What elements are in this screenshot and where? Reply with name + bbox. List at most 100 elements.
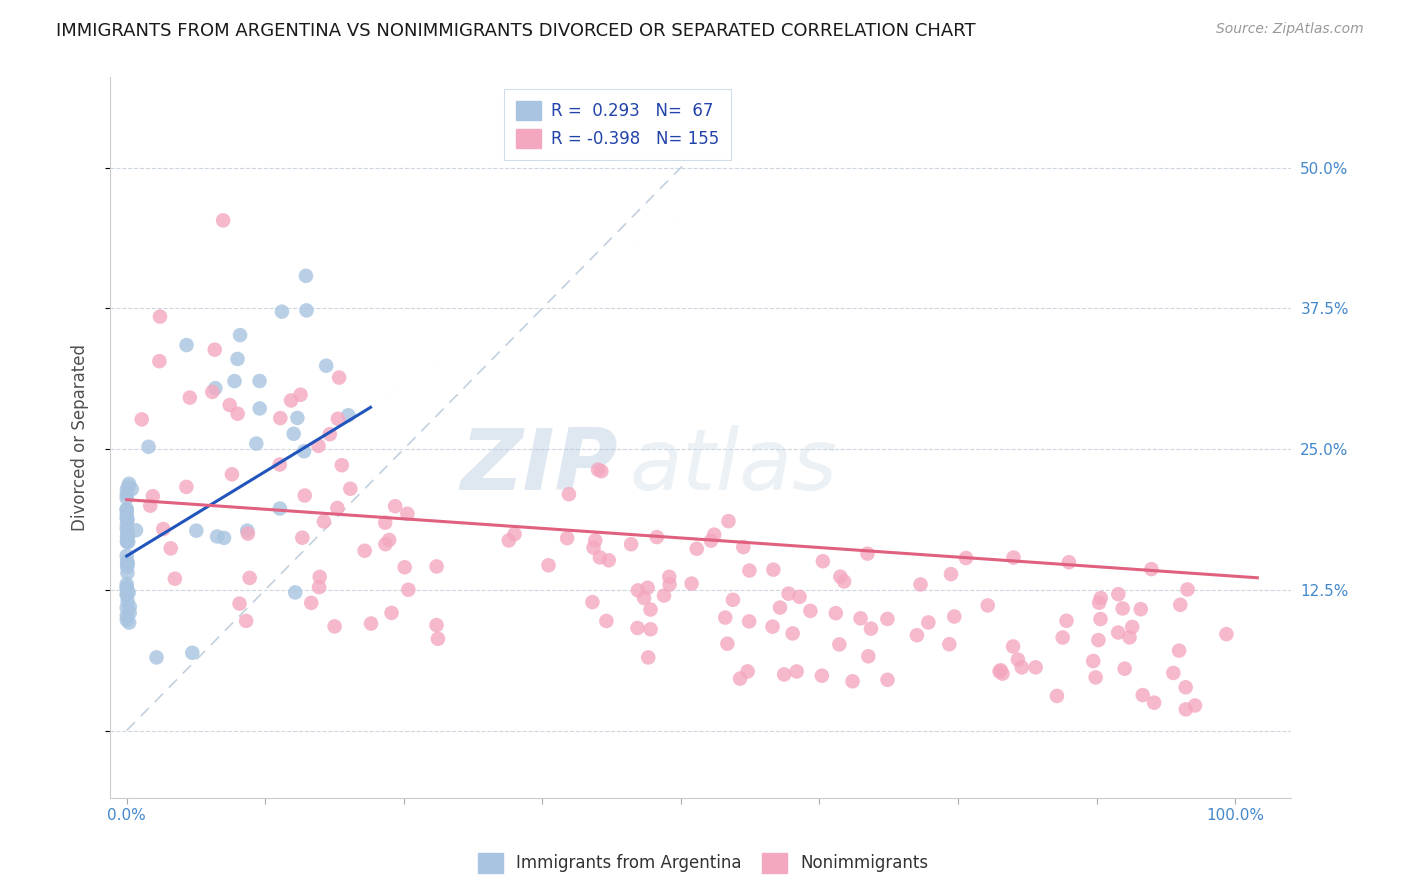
Point [224,374,246,388]
Point [1215,627,1237,641]
Point [115,522,138,536]
Point [326,411,349,425]
Point [955,551,977,566]
Point [115,608,138,623]
Point [339,482,361,496]
Point [1132,688,1154,702]
Point [115,560,138,574]
Point [236,524,259,538]
Point [212,531,235,545]
Point [290,388,312,402]
Point [181,646,204,660]
Point [1002,640,1025,654]
Point [249,374,271,388]
Point [595,614,617,628]
Point [186,524,208,538]
Point [849,611,872,625]
Point [159,541,181,556]
Point [374,537,396,551]
Point [640,622,662,636]
Legend: R =  0.293   N=  67, R = -0.398   N= 155: R = 0.293 N= 67, R = -0.398 N= 155 [505,89,731,160]
Point [1118,631,1140,645]
Point [990,663,1012,677]
Point [212,213,235,227]
Point [589,550,612,565]
Point [179,391,201,405]
Point [876,673,898,687]
Point [1084,670,1107,684]
Point [292,444,315,458]
Y-axis label: Divorced or Separated: Divorced or Separated [72,344,89,532]
Point [738,564,761,578]
Point [637,581,659,595]
Point [681,576,703,591]
Point [204,381,226,395]
Point [1121,620,1143,634]
Point [115,533,138,548]
Point [269,411,291,425]
Point [308,570,330,584]
Point [789,590,811,604]
Point [717,514,740,528]
Point [295,268,318,283]
Point [118,606,141,620]
Legend: Immigrants from Argentina, Nonimmigrants: Immigrants from Argentina, Nonimmigrants [471,847,935,880]
Point [824,606,846,620]
Point [117,526,139,541]
Point [299,596,322,610]
Point [204,343,226,357]
Point [396,507,419,521]
Point [586,463,609,477]
Point [716,637,738,651]
Point [555,531,578,545]
Point [762,563,785,577]
Point [658,570,681,584]
Point [294,489,316,503]
Point [841,674,863,689]
Point [811,669,834,683]
Point [312,515,335,529]
Point [394,560,416,574]
Point [287,410,309,425]
Point [138,440,160,454]
Point [859,622,882,636]
Point [426,632,449,646]
Point [118,599,141,614]
Point [591,464,613,478]
Point [115,580,138,594]
Point [152,522,174,536]
Point [1168,643,1191,657]
Point [396,582,419,597]
Point [537,558,560,573]
Point [115,502,138,516]
Point [269,458,291,472]
Point [115,554,138,568]
Point [115,507,138,521]
Point [245,436,267,450]
Point [229,328,252,343]
Point [1129,602,1152,616]
Point [121,482,143,496]
Point [645,530,668,544]
Point [117,513,139,527]
Point [1114,662,1136,676]
Point [1090,612,1112,626]
Point [1046,689,1069,703]
Point [115,600,138,615]
Point [374,516,396,530]
Point [139,499,162,513]
Point [581,595,603,609]
Point [117,566,139,580]
Text: Source: ZipAtlas.com: Source: ZipAtlas.com [1216,22,1364,37]
Point [145,650,167,665]
Point [627,583,650,598]
Point [633,591,655,605]
Point [858,649,880,664]
Point [218,398,240,412]
Point [1107,625,1129,640]
Point [205,529,228,543]
Point [426,559,449,574]
Point [652,589,675,603]
Point [583,533,606,548]
Point [598,553,620,567]
